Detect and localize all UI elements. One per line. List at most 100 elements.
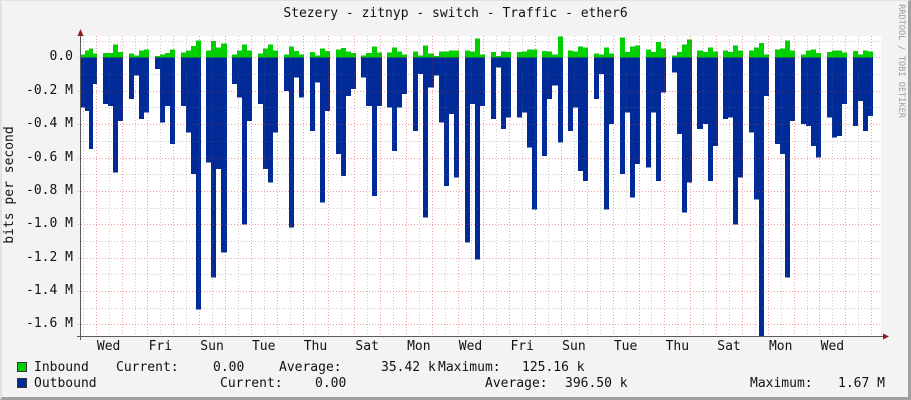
data-layer	[81, 36, 873, 336]
outbound-bar	[599, 57, 604, 75]
outbound-bar	[811, 57, 816, 146]
legend-outbound-name: Outbound	[34, 376, 97, 391]
inbound-bar	[196, 40, 201, 58]
outbound-bar	[677, 57, 682, 135]
outbound-bar	[583, 57, 588, 181]
outbound-bar	[863, 57, 868, 131]
y-tick-label: -0.6 M	[26, 149, 73, 165]
outbound-bar	[89, 57, 93, 150]
y-tick-label: -0.4 M	[26, 116, 73, 132]
legend-inbound-maximum-value: 125.16 k	[522, 360, 585, 375]
x-tick-label: Thu	[303, 339, 328, 354]
inbound-bar	[656, 42, 661, 58]
inbound-bar	[635, 45, 640, 58]
chart-title: Stezery - zitnyp - switch - Traffic - et…	[283, 6, 628, 21]
outbound-bar	[402, 57, 407, 95]
inbound-bar	[780, 48, 785, 58]
outbound-bar	[444, 57, 449, 186]
inbound-bar	[708, 47, 713, 58]
outbound-bar	[310, 57, 315, 131]
outbound-bar	[620, 57, 625, 175]
inbound-bar	[81, 54, 85, 58]
x-tick-label: Mon	[407, 339, 431, 354]
outbound-bar	[165, 57, 170, 106]
outbound-bar	[837, 57, 842, 136]
inbound-bar	[454, 50, 459, 58]
outbound-bar	[284, 57, 289, 91]
x-tick-label: Wed	[458, 339, 483, 354]
outbound-bar	[547, 57, 552, 100]
inbound-bar	[206, 50, 211, 58]
outbound-bar	[294, 57, 299, 78]
outbound-bar	[661, 57, 666, 93]
legend-inbound-average-label: Average:	[279, 360, 342, 375]
inbound-bar	[129, 53, 134, 58]
outbound-bar	[428, 57, 434, 88]
outbound-bar	[552, 57, 558, 86]
legend-outbound-maximum-label: Maximum:	[750, 376, 813, 391]
inbound-bar	[630, 46, 635, 58]
inbound-bar	[475, 38, 480, 58]
inbound-bar	[552, 54, 558, 58]
inbound-bar	[89, 48, 93, 58]
inbound-bar	[723, 50, 728, 58]
inbound-bar	[155, 56, 160, 58]
outbound-bar	[85, 57, 89, 111]
outbound-bar	[134, 57, 139, 76]
inbound-bar	[858, 54, 863, 58]
grid	[78, 36, 881, 339]
inbound-bar	[247, 50, 252, 58]
inbound-bar	[366, 53, 372, 58]
inbound-bar	[837, 50, 842, 58]
outbound-bar	[517, 57, 522, 118]
inbound-bar	[775, 49, 780, 58]
outbound-bar	[728, 57, 733, 118]
y-tick-label: -1.6 M	[26, 316, 73, 332]
inbound-bar	[506, 52, 511, 58]
outbound-bar	[764, 57, 769, 96]
inbound-bar	[118, 52, 123, 58]
inbound-bar	[646, 49, 651, 58]
outbound-bar	[470, 57, 475, 105]
inbound-bar	[558, 36, 563, 58]
inbound-bar	[496, 56, 501, 58]
inbound-bar	[402, 54, 407, 58]
outbound-bar	[496, 57, 501, 68]
inbound-bar	[449, 50, 454, 58]
inbound-bar	[651, 52, 656, 58]
inbound-bar	[754, 47, 759, 58]
inbound-bar	[816, 53, 821, 58]
inbound-bar	[687, 39, 692, 58]
y-tick-label: 0.0	[49, 49, 73, 65]
outbound-bar	[506, 57, 511, 118]
inbound-bar	[853, 51, 858, 58]
outbound-bar	[113, 57, 118, 173]
outbound-bar	[573, 57, 578, 108]
outbound-bar	[377, 57, 382, 106]
outbound-bar	[336, 57, 341, 155]
inbound-bar	[103, 53, 108, 58]
x-tick-label: Wed	[820, 339, 845, 354]
outbound-bar	[682, 57, 687, 213]
outbound-bar	[315, 57, 320, 83]
x-tick-label: Tue	[251, 339, 276, 354]
outbound-bar	[687, 57, 692, 183]
legend-outbound-average-value: 396.50 k	[565, 376, 628, 391]
outbound-bar	[785, 57, 790, 278]
inbound-bar	[790, 50, 795, 58]
y-axis-arrow-icon	[77, 29, 84, 36]
outbound-bar	[206, 57, 211, 163]
outbound-bar	[351, 57, 356, 90]
outbound-bar	[170, 57, 175, 145]
outbound-bar	[299, 57, 304, 98]
outbound-bar	[325, 57, 330, 111]
outbound-bar	[532, 57, 537, 210]
inbound-bar	[501, 51, 506, 58]
outbound-bar	[216, 57, 221, 170]
inbound-bar	[273, 50, 278, 58]
x-tick-label: Sat	[717, 339, 741, 354]
inbound-bar	[320, 48, 325, 58]
outbound-bar	[454, 57, 459, 178]
outbound-bar	[625, 57, 630, 113]
outbound-bar	[139, 57, 144, 120]
